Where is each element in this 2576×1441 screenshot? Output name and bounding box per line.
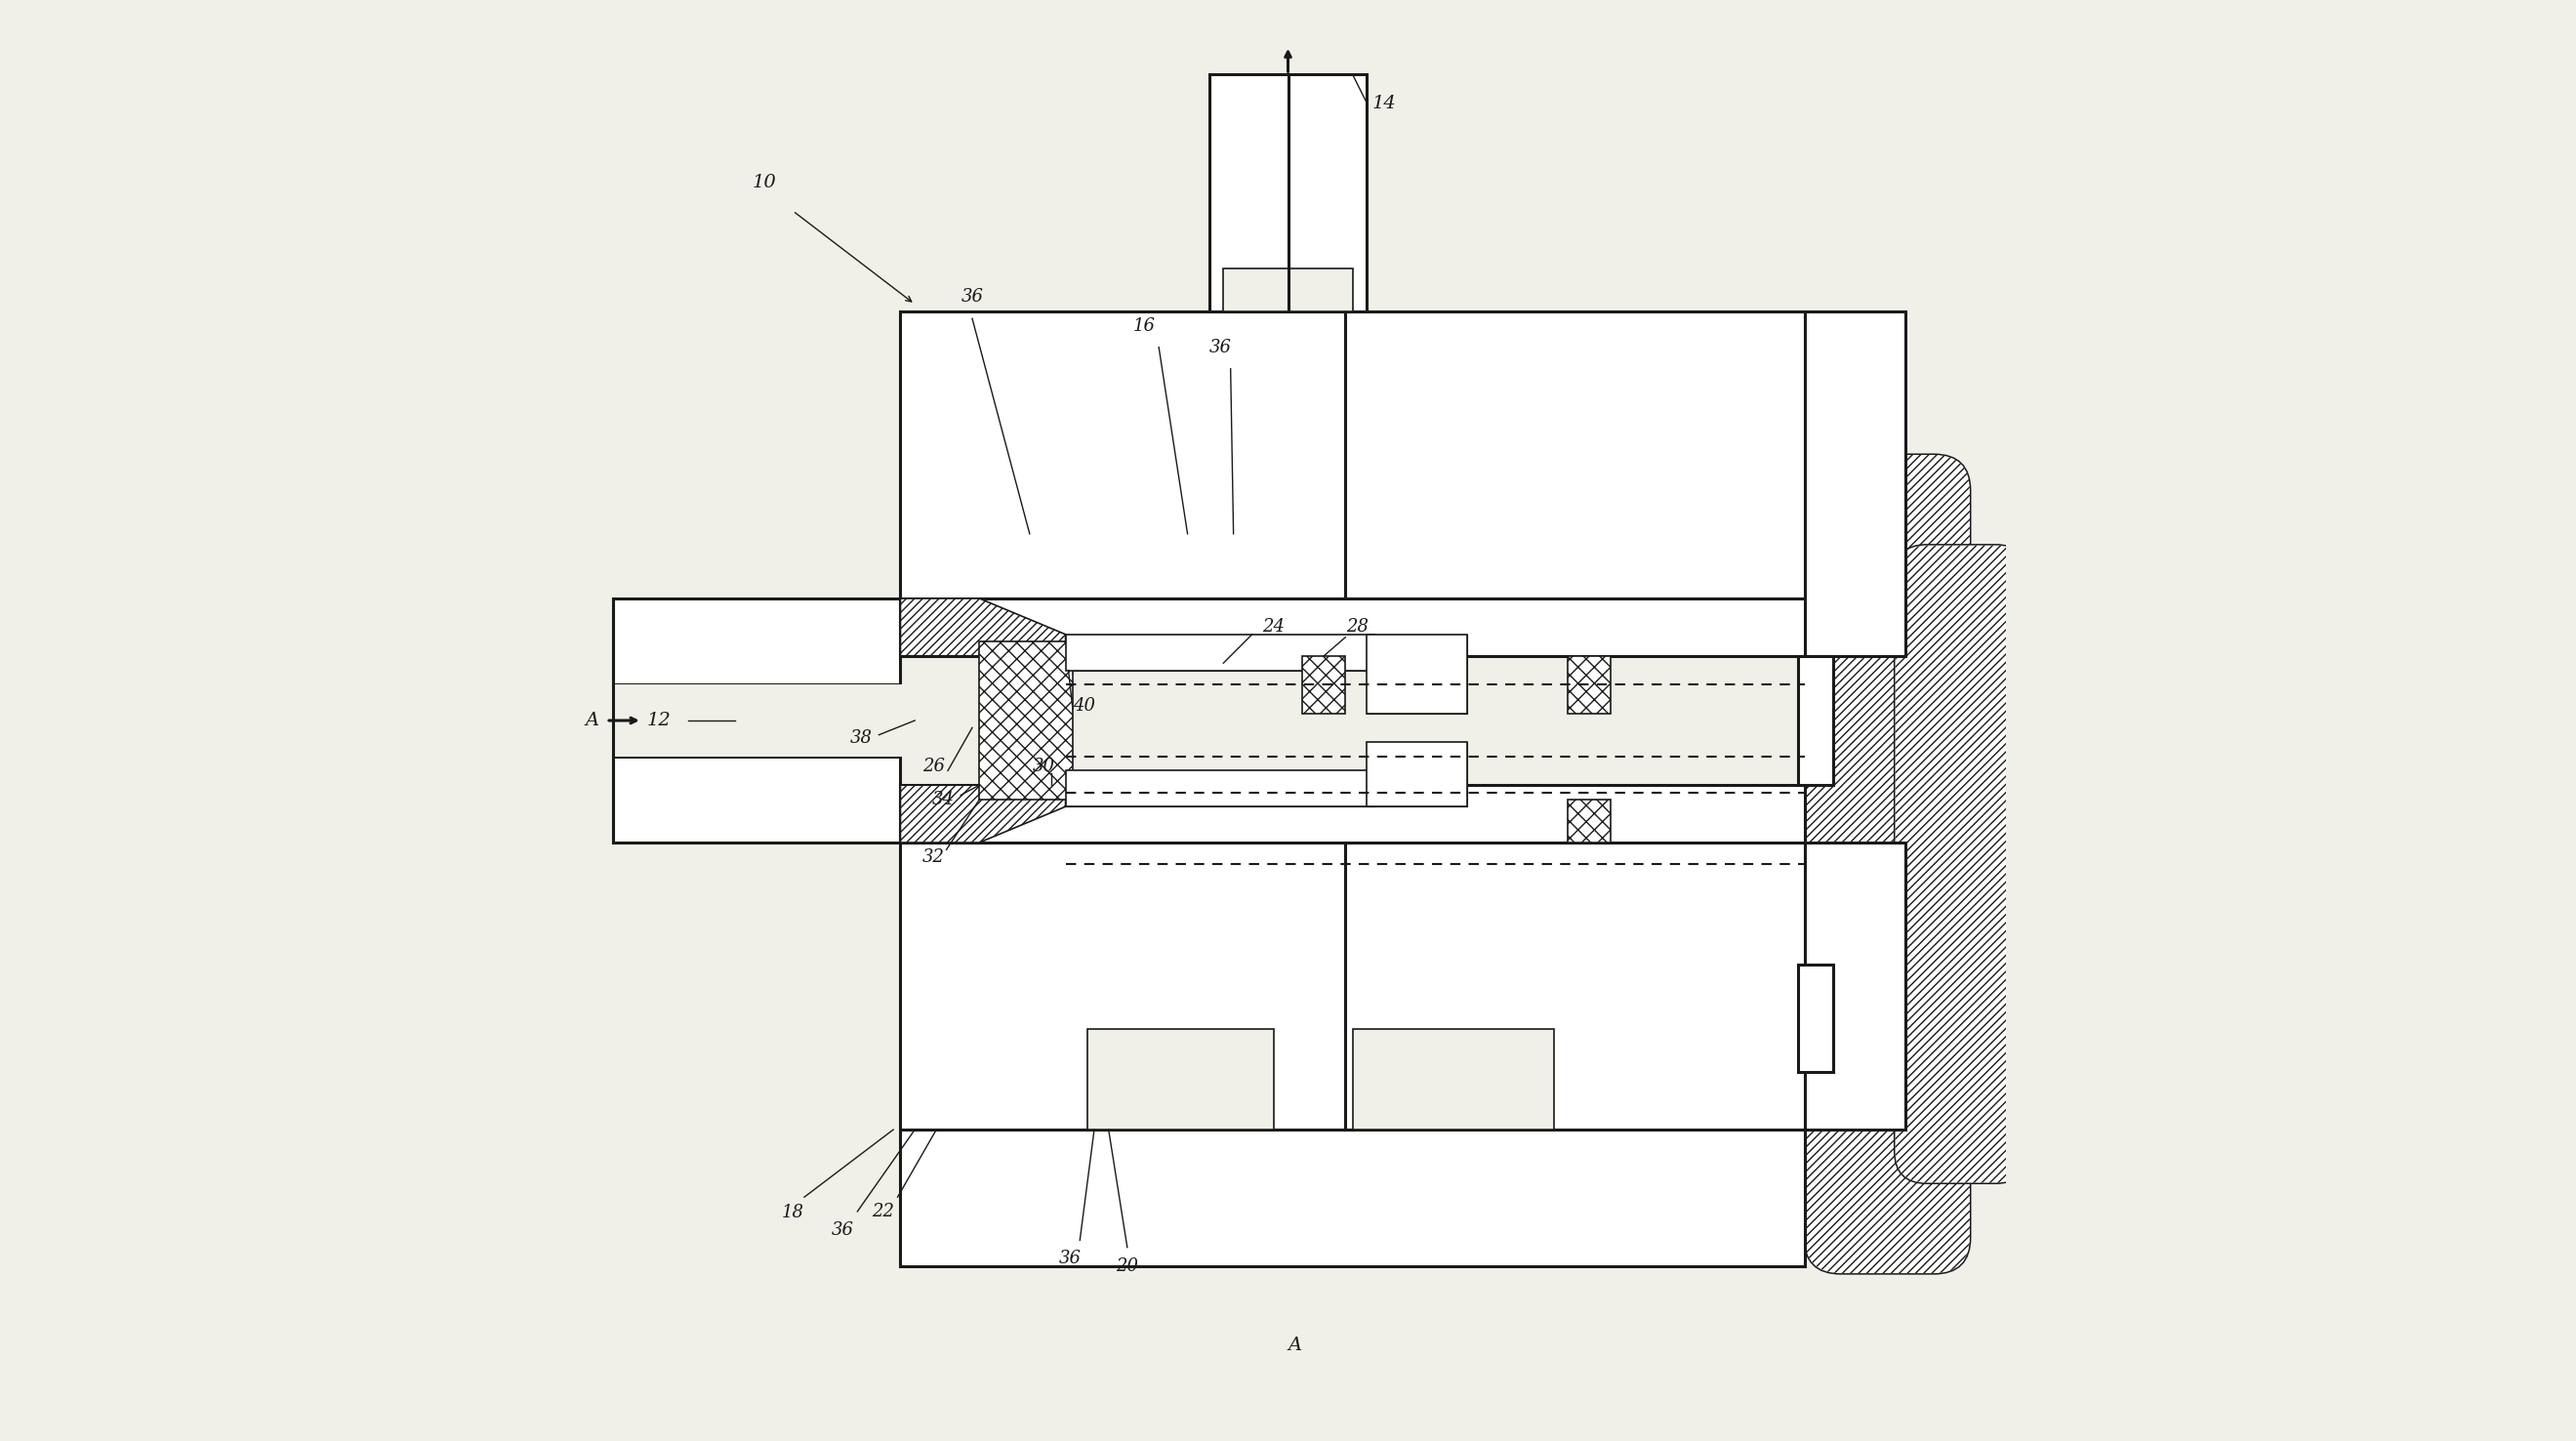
Text: 36: 36 — [1059, 1249, 1082, 1268]
Bar — [1066, 634, 1373, 670]
Text: A: A — [1288, 1336, 1301, 1353]
Bar — [1798, 964, 1834, 1072]
Text: 34: 34 — [933, 791, 956, 808]
Polygon shape — [902, 771, 1066, 843]
Text: 40: 40 — [1074, 697, 1095, 715]
Text: 24: 24 — [1262, 618, 1285, 635]
Bar — [1345, 843, 1806, 1130]
Bar — [1368, 742, 1468, 807]
Bar — [613, 757, 902, 843]
Bar — [613, 598, 902, 684]
Bar — [613, 598, 902, 684]
Bar — [1806, 843, 1906, 1130]
Text: A: A — [585, 712, 598, 729]
Bar — [1368, 634, 1468, 713]
Text: 12: 12 — [647, 712, 672, 729]
Bar — [1087, 1029, 1273, 1130]
Bar — [902, 311, 1345, 598]
FancyBboxPatch shape — [1896, 545, 2027, 1183]
Bar — [1352, 1029, 1553, 1130]
Bar — [1066, 634, 1373, 670]
Bar — [1345, 843, 1806, 1130]
Bar — [1806, 311, 1906, 656]
Text: 16: 16 — [1133, 317, 1157, 334]
Bar — [1798, 964, 1834, 1072]
Bar — [1368, 742, 1468, 807]
Bar — [902, 785, 1806, 843]
Bar — [902, 1130, 1806, 1267]
Bar — [1345, 311, 1806, 598]
Bar — [902, 598, 1806, 656]
Bar — [1798, 656, 1834, 785]
Bar — [1208, 75, 1368, 311]
FancyBboxPatch shape — [1806, 455, 1971, 1274]
Bar — [1368, 634, 1468, 713]
Bar — [1798, 656, 1834, 785]
Bar — [902, 843, 1345, 1130]
Bar — [1569, 800, 1610, 843]
Polygon shape — [902, 598, 1066, 670]
Bar — [1806, 311, 1906, 656]
Text: 20: 20 — [1115, 1257, 1139, 1275]
Bar — [902, 843, 1345, 1130]
Text: 36: 36 — [1208, 339, 1231, 356]
Bar — [1303, 656, 1345, 713]
FancyBboxPatch shape — [1896, 545, 2027, 1183]
Bar — [1224, 268, 1352, 311]
Text: 28: 28 — [1345, 618, 1368, 635]
Bar — [613, 684, 1806, 757]
Bar — [902, 785, 1806, 843]
Bar — [1208, 75, 1368, 311]
Bar — [1066, 771, 1373, 807]
Text: 22: 22 — [873, 1203, 894, 1221]
Text: 14: 14 — [1373, 95, 1396, 112]
Text: 10: 10 — [752, 173, 775, 192]
Text: 36: 36 — [961, 288, 984, 305]
Bar — [1066, 771, 1373, 807]
Text: 30: 30 — [1033, 758, 1056, 775]
FancyBboxPatch shape — [1806, 455, 1971, 1274]
Bar — [902, 1130, 1806, 1267]
Bar — [613, 757, 902, 843]
Bar — [902, 311, 1345, 598]
Bar — [1806, 843, 1906, 1130]
Bar — [902, 598, 1806, 656]
Bar — [979, 641, 1072, 800]
Bar — [1345, 311, 1806, 598]
Text: 26: 26 — [922, 758, 945, 775]
Text: 32: 32 — [922, 849, 945, 866]
Text: 38: 38 — [850, 729, 873, 746]
Bar — [1569, 656, 1610, 713]
Text: 36: 36 — [832, 1222, 855, 1239]
Text: 18: 18 — [781, 1205, 804, 1222]
